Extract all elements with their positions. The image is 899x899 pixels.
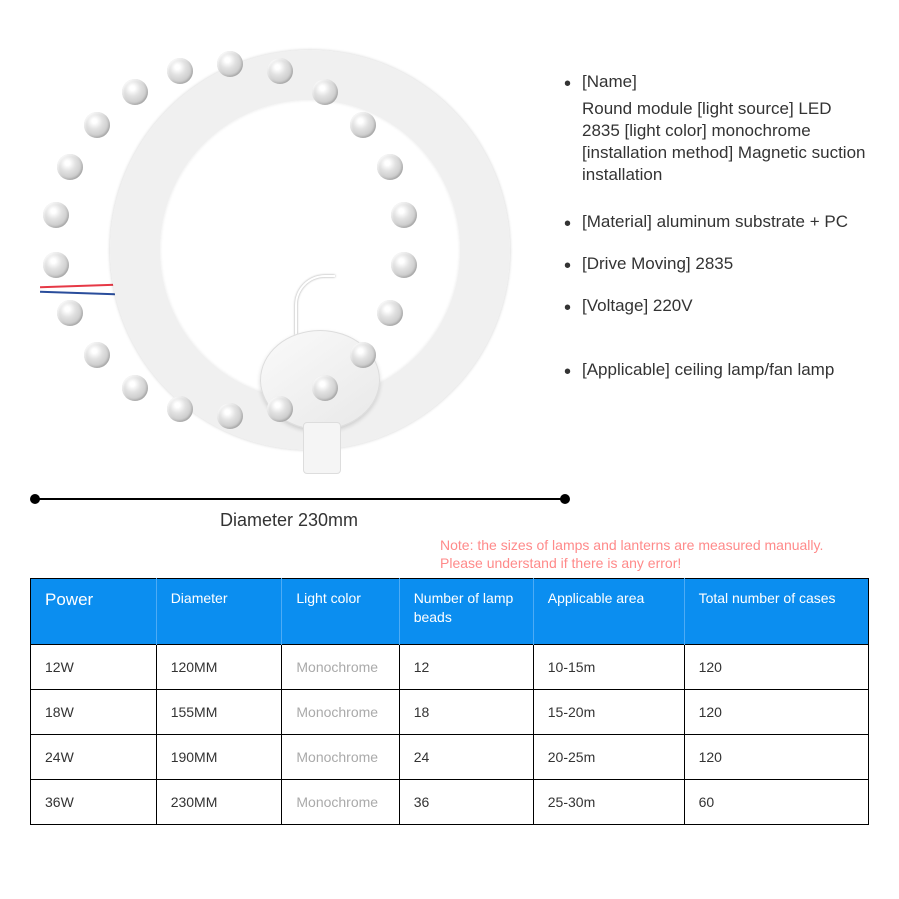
th-cases: Total number of cases (684, 579, 868, 644)
table-row: 12W120MMMonochrome1210-15m120 (31, 644, 869, 689)
cell-beads: 36 (399, 779, 533, 824)
spec-name-description: Round module [light source] LED 2835 [li… (560, 98, 869, 186)
table-row: 18W155MMMonochrome1815-20m120 (31, 689, 869, 734)
led-bead-icon (391, 202, 417, 228)
th-light-color: Light color (282, 579, 399, 644)
th-beads: Number of lamp beads (399, 579, 533, 644)
top-section: [Name] Round module [light source] LED 2… (30, 40, 869, 500)
spec-voltage: [Voltage] 220V (560, 294, 869, 318)
spec-applicable: [Applicable] ceiling lamp/fan lamp (560, 358, 869, 382)
led-bead-icon (217, 403, 243, 429)
cell-power: 18W (31, 689, 157, 734)
led-bead-icon (312, 79, 338, 105)
led-bead-icon (43, 252, 69, 278)
cell-power: 24W (31, 734, 157, 779)
led-bead-icon (377, 154, 403, 180)
cell-cases: 120 (684, 689, 868, 734)
led-bead-icon (167, 58, 193, 84)
wire-red-icon (40, 284, 115, 289)
cell-area: 15-20m (533, 689, 684, 734)
cell-diameter: 190MM (156, 734, 282, 779)
th-power: Power (31, 579, 157, 644)
led-bead-icon (312, 375, 338, 401)
measurement-note: Note: the sizes of lamps and lanterns ar… (440, 536, 850, 572)
led-bead-icon (57, 154, 83, 180)
cell-area: 25-30m (533, 779, 684, 824)
table-row: 36W230MMMonochrome3625-30m60 (31, 779, 869, 824)
cell-power: 12W (31, 644, 157, 689)
dimension-indicator: Diameter 230mm (35, 490, 565, 530)
cell-color: Monochrome (282, 644, 399, 689)
spec-name-heading: [Name] (560, 70, 869, 94)
cell-diameter: 120MM (156, 644, 282, 689)
cell-color: Monochrome (282, 779, 399, 824)
cell-area: 10-15m (533, 644, 684, 689)
spec-name-label: [Name] (582, 72, 637, 91)
spec-material: [Material] aluminum substrate + PC (560, 210, 869, 234)
led-bead-icon (122, 79, 148, 105)
cell-color: Monochrome (282, 734, 399, 779)
led-bead-icon (84, 342, 110, 368)
cell-diameter: 155MM (156, 689, 282, 734)
th-diameter: Diameter (156, 579, 282, 644)
cell-cases: 60 (684, 779, 868, 824)
spec-drive: [Drive Moving] 2835 (560, 252, 869, 276)
cell-beads: 24 (399, 734, 533, 779)
spec-list: [Name] Round module [light source] LED 2… (520, 40, 869, 399)
dimension-label: Diameter 230mm (220, 510, 358, 531)
cell-area: 20-25m (533, 734, 684, 779)
cell-cases: 120 (684, 644, 868, 689)
wire-blue-icon (40, 291, 115, 296)
product-image (30, 40, 520, 500)
led-bead-icon (167, 396, 193, 422)
led-bead-icon (122, 375, 148, 401)
table-row: 24W190MMMonochrome2420-25m120 (31, 734, 869, 779)
led-bead-icon (350, 112, 376, 138)
led-bead-icon (267, 58, 293, 84)
cell-diameter: 230MM (156, 779, 282, 824)
cell-power: 36W (31, 779, 157, 824)
th-area: Applicable area (533, 579, 684, 644)
table-header-row: Power Diameter Light color Number of lam… (31, 579, 869, 644)
led-bead-icon (217, 51, 243, 77)
spec-table: Power Diameter Light color Number of lam… (30, 578, 869, 824)
led-bead-icon (57, 300, 83, 326)
cell-cases: 120 (684, 734, 868, 779)
led-bead-icon (43, 202, 69, 228)
cell-beads: 12 (399, 644, 533, 689)
dimension-rule-icon (35, 498, 565, 500)
led-bead-icon (267, 396, 293, 422)
cell-beads: 18 (399, 689, 533, 734)
led-bead-icon (84, 112, 110, 138)
cell-color: Monochrome (282, 689, 399, 734)
